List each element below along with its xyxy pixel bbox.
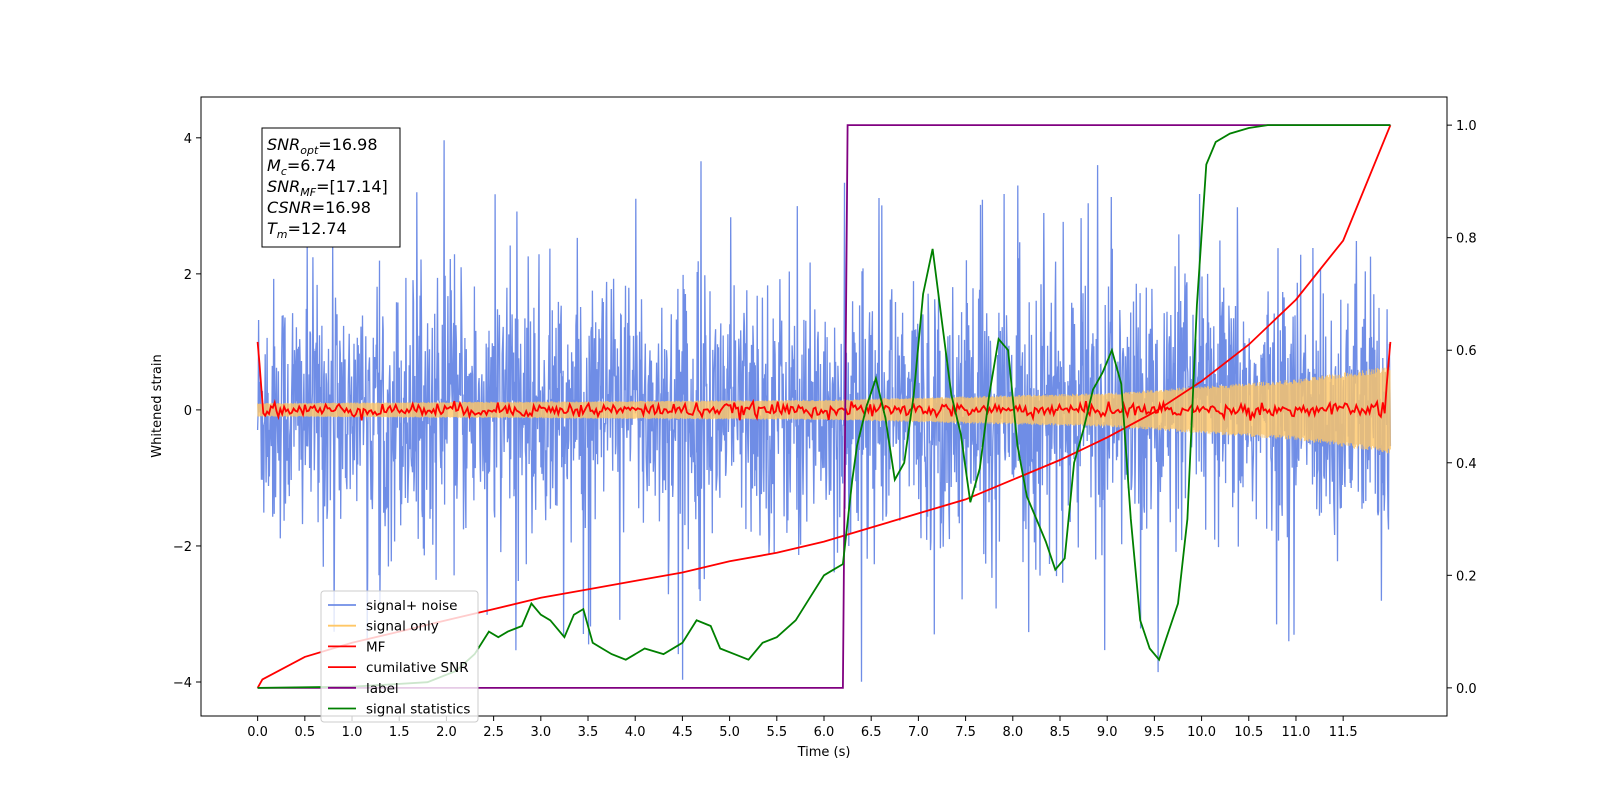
x-tick-label: 10.0 — [1187, 725, 1216, 740]
legend-label: signal+ noise — [366, 598, 457, 614]
x-tick-label: 10.5 — [1234, 725, 1263, 740]
annotation-box: SNRopt=16.98Mc=6.74SNRMF=[17.14]CSNR=16.… — [261, 127, 401, 248]
x-tick-label: 5.5 — [766, 725, 787, 740]
annotation-box-frame — [261, 127, 401, 248]
annotation-line: SNRopt=16.98 — [267, 135, 378, 157]
legend: signal+ noise signal only MF cumilative SNR… — [320, 590, 479, 723]
x-axis-label: Time (s) — [797, 745, 851, 760]
y-right-tick-label: 1.0 — [1456, 119, 1477, 134]
y-left-tick-label: 2 — [184, 268, 192, 283]
x-tick-label: 6.5 — [861, 725, 882, 740]
legend-label: signal only — [366, 619, 439, 635]
series-signal-statistics-line — [257, 124, 1391, 689]
y-right-tick-label: 0.8 — [1456, 232, 1477, 247]
x-tick-label: 1.0 — [342, 725, 363, 740]
y-left-tick-label: −4 — [173, 676, 192, 691]
x-tick-label: 3.0 — [530, 725, 551, 740]
annotation-line: Mc=6.74 — [267, 156, 336, 178]
y-axis-left-label: Whitened strain — [150, 354, 165, 457]
x-tick-label: 4.5 — [672, 725, 693, 740]
y-left-tick-label: 0 — [184, 404, 192, 419]
x-tick-label: 7.0 — [908, 725, 929, 740]
series-mf-line — [256, 341, 1392, 422]
y-right-tick-label: 0.6 — [1456, 344, 1477, 359]
x-tick-label: 5.0 — [719, 725, 740, 740]
y-left-tick-label: 4 — [184, 132, 192, 147]
x-tick-label: 8.5 — [1050, 725, 1071, 740]
x-tick-label: 3.5 — [578, 725, 599, 740]
x-tick-label: 7.5 — [955, 725, 976, 740]
y-right-tick-label: 0.2 — [1456, 569, 1477, 584]
legend-label: signal statistics — [366, 702, 470, 718]
x-axis: 0.0 0.5 1.0 1.5 2.0 2.5 3.0 3.5 4.0 4.5 5.0 5.5 6.0 6… — [247, 716, 1358, 740]
x-tick-label: 4.0 — [625, 725, 646, 740]
annotation-line: Tm=12.74 — [267, 219, 347, 241]
x-tick-label: 11.5 — [1329, 725, 1358, 740]
x-tick-label: 0.5 — [294, 725, 315, 740]
legend-frame — [320, 590, 479, 723]
x-tick-label: 2.5 — [483, 725, 504, 740]
y-right-tick-label: 0.0 — [1456, 682, 1477, 697]
y-right-tick-label: 0.4 — [1456, 457, 1477, 472]
legend-label: MF — [366, 639, 385, 655]
legend-label: cumilative SNR — [366, 660, 469, 676]
series-signal-only-line — [257, 367, 1391, 454]
x-tick-label: 6.0 — [814, 725, 835, 740]
y-left-tick-label: −2 — [173, 540, 192, 555]
x-tick-label: 9.5 — [1144, 725, 1165, 740]
y-axis-left: −4 −2 0 2 4 — [173, 132, 201, 691]
x-tick-label: 2.0 — [436, 725, 457, 740]
legend-label: label — [366, 681, 399, 697]
x-tick-label: 1.5 — [389, 725, 410, 740]
x-tick-label: 9.0 — [1097, 725, 1118, 740]
series-label-line — [257, 124, 1391, 689]
x-tick-label: 11.0 — [1281, 725, 1310, 740]
x-tick-label: 0.0 — [247, 725, 268, 740]
y-axis-right: 0.0 0.2 0.4 0.6 0.8 1.0 — [1447, 119, 1477, 697]
annotation-line: SNRMF=[17.14] — [267, 177, 388, 199]
annotation-line: CSNR=16.98 — [267, 198, 371, 217]
x-tick-label: 8.0 — [1002, 725, 1023, 740]
